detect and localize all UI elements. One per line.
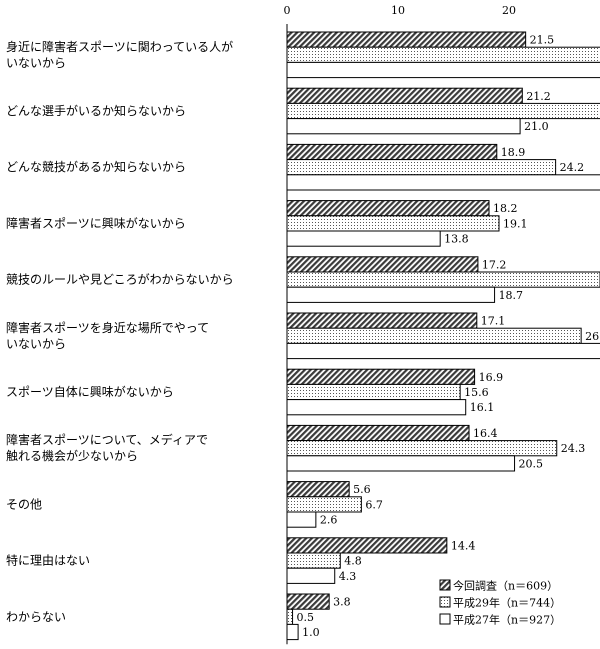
bar-value-label: 3.8 (333, 596, 351, 609)
x-axis: 01020304050(%) (284, 4, 517, 17)
bar-value-label: 2.6 (320, 514, 338, 527)
bar-value-label: 21.0 (524, 120, 549, 133)
bar-value-label: 5.6 (353, 483, 371, 496)
bar-value-label: 14.4 (451, 539, 476, 552)
bar (286, 271, 600, 288)
bar (286, 256, 479, 273)
category-label: わからない (6, 610, 66, 624)
bar (286, 608, 294, 625)
category-label: 触れる機会が少ないから (6, 448, 138, 463)
bar (286, 102, 600, 120)
bar (286, 61, 600, 79)
bar (286, 215, 500, 232)
bar-value-label: 21.2 (526, 90, 551, 103)
bar-value-label: 18.7 (499, 289, 524, 302)
bar (286, 496, 362, 513)
bar (286, 383, 461, 401)
category-label: スポーツ自体に興味がないから (6, 384, 174, 399)
bar (286, 593, 330, 610)
bar (286, 440, 558, 457)
bar (286, 286, 496, 303)
data-labels: 21.5 21.2 18.9 18.2 17.2 17.1 16.9 16.4 5.6 14.4 3… (297, 34, 600, 639)
bar-value-label: 18.2 (493, 202, 518, 215)
bar-value-label: 19.1 (503, 217, 528, 230)
bar (286, 46, 600, 63)
bar (286, 399, 467, 416)
bar-value-label: 26.5 (585, 330, 600, 343)
x-tick-label: 0 (284, 4, 291, 17)
bar-value-label: 1.0 (302, 626, 320, 639)
x-tick-label: 20 (502, 4, 516, 17)
bar-value-label: 18.9 (501, 146, 526, 159)
bar (286, 424, 470, 442)
x-tick-label: 10 (391, 4, 405, 17)
category-label: 競技のルールや見どころがわからないから (6, 272, 234, 287)
bar (286, 200, 490, 217)
bar (286, 368, 476, 385)
bar (286, 327, 582, 344)
bar-value-label: 20.5 (519, 457, 544, 470)
category-label: どんな選手がいるか知らないから (6, 103, 186, 118)
bar (286, 511, 317, 528)
bar (286, 143, 498, 161)
legend-label: 平成27年（n＝927） (453, 613, 561, 627)
bar (286, 31, 527, 48)
category-label: いないから (6, 337, 66, 351)
bar (286, 230, 441, 247)
bar (286, 537, 448, 554)
bar-value-label: 17.2 (482, 258, 507, 271)
category-label: 特に理由はない (6, 553, 90, 568)
bar-value-label: 4.3 (339, 570, 357, 583)
bar (286, 481, 350, 498)
category-label: 障害者スポーツについて、メディアで (6, 432, 208, 447)
bar (286, 312, 478, 329)
legend-label: 今回調査（n＝609） (453, 579, 558, 593)
bar-value-label: 24.2 (560, 161, 585, 174)
category-labels: 身近に障害者スポーツに関わっている人がいないからどんな選手がいるか知らないからど… (6, 39, 234, 624)
bar (286, 623, 299, 641)
category-label: 障害者スポーツを身近な場所でやって (6, 320, 209, 335)
bar (286, 159, 557, 176)
legend-swatch (439, 596, 451, 608)
bar-value-label: 13.8 (444, 233, 469, 246)
legend: 今回調査（n＝609） 平成29年（n＝744） 平成27年（n＝927） (439, 579, 561, 627)
bar (286, 567, 336, 584)
bar (286, 174, 600, 191)
bar-value-label: 4.8 (344, 555, 362, 568)
legend-swatch (439, 613, 451, 625)
bar-value-label: 0.5 (297, 611, 315, 624)
category-label: 身近に障害者スポーツに関わっている人が (6, 39, 233, 54)
bars (286, 31, 600, 641)
bar-value-label: 16.4 (473, 427, 498, 440)
category-label: どんな競技があるか知らないから (6, 159, 186, 174)
bar-value-label: 21.5 (530, 34, 555, 47)
bar-value-label: 16.1 (470, 401, 495, 414)
category-label: いないから (6, 56, 66, 70)
bar (286, 118, 521, 135)
bar-value-label: 24.3 (561, 442, 586, 455)
bar (286, 342, 600, 360)
bar (286, 455, 516, 472)
bar (286, 552, 341, 569)
category-label: その他 (6, 497, 42, 511)
bar-value-label: 17.1 (481, 315, 506, 328)
bar-value-label: 15.6 (464, 386, 489, 399)
bar-value-label: 16.9 (479, 371, 504, 384)
bar-value-label: 6.7 (365, 498, 383, 511)
category-label: 障害者スポーツに興味がないから (6, 215, 186, 230)
legend-swatch (439, 579, 451, 591)
legend-label: 平成29年（n＝744） (453, 596, 561, 610)
bar (286, 87, 523, 104)
